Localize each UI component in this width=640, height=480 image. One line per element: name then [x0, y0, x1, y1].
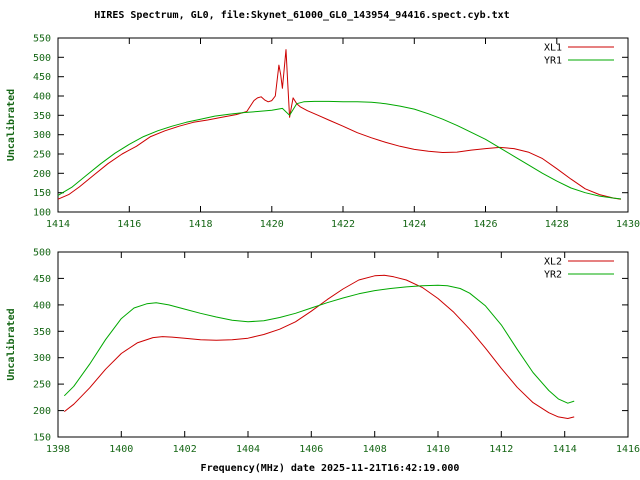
x-tick-label: 1426: [473, 219, 497, 230]
y-tick-label: 550: [33, 34, 51, 45]
x-tick-label: 1410: [426, 444, 450, 455]
x-tick-label: 1418: [188, 219, 212, 230]
legend-label-XL2: XL2: [544, 257, 562, 268]
y-tick-label: 250: [33, 150, 51, 161]
chart-title: HIRES Spectrum, GL0, file:Skynet_61000_G…: [94, 9, 509, 21]
y-tick-label: 300: [33, 353, 51, 364]
x-tick-label: 1430: [616, 219, 640, 230]
x-tick-label: 1406: [299, 444, 323, 455]
x-tick-label: 1412: [489, 444, 513, 455]
x-tick-label: 1420: [260, 219, 284, 230]
legend-label-YR1: YR1: [544, 56, 562, 67]
x-tick-label: 1402: [173, 444, 197, 455]
y-tick-label: 250: [33, 380, 51, 391]
y-axis-label: Uncalibrated: [5, 308, 17, 380]
x-tick-label: 1400: [109, 444, 133, 455]
y-tick-label: 400: [33, 92, 51, 103]
series-YR1-line: [57, 100, 621, 200]
y-tick-label: 350: [33, 327, 51, 338]
x-tick-label: 1414: [46, 219, 70, 230]
y-tick-label: 450: [33, 72, 51, 83]
x-tick-label: 1416: [616, 444, 640, 455]
x-axis-label: Frequency(MHz) date 2025-11-21T16:42:19.…: [201, 463, 460, 474]
x-tick-label: 1422: [331, 219, 355, 230]
y-tick-label: 100: [33, 208, 51, 219]
y-tick-label: 200: [33, 169, 51, 180]
y-tick-label: 150: [33, 433, 51, 444]
x-tick-label: 1408: [363, 444, 387, 455]
y-tick-label: 300: [33, 130, 51, 141]
series-XL1-line: [57, 49, 621, 200]
x-tick-label: 1428: [545, 219, 569, 230]
y-tick-label: 500: [33, 248, 51, 259]
x-tick-label: 1414: [553, 444, 577, 455]
bottom-spectrum-plot: 1398 1400 1402 1404 1406 1408 1410 1412 1414 1416…: [5, 248, 640, 475]
top-spectrum-plot: 1414 1416 1418 1420 1422 1424 1426 1428 1430 100 1…: [5, 34, 640, 231]
plot-border: [57, 37, 629, 213]
y-tick-label: 150: [33, 188, 51, 199]
x-tick-label: 1404: [236, 444, 260, 455]
y-tick-label: 200: [33, 406, 51, 417]
plot-border: [57, 251, 629, 438]
x-tick-label: 1398: [46, 444, 70, 455]
y-tick-label: 500: [33, 53, 51, 64]
y-tick-label: 450: [33, 274, 51, 285]
y-axis-label: Uncalibrated: [5, 89, 17, 161]
series-XL2-line: [63, 274, 575, 419]
y-tick-label: 350: [33, 111, 51, 122]
legend-label-XL1: XL1: [544, 43, 562, 54]
x-tick-label: 1416: [117, 219, 141, 230]
x-tick-label: 1424: [402, 219, 426, 230]
series-YR2-line: [63, 284, 575, 404]
y-tick-label: 400: [33, 300, 51, 311]
legend-label-YR2: YR2: [544, 270, 562, 281]
